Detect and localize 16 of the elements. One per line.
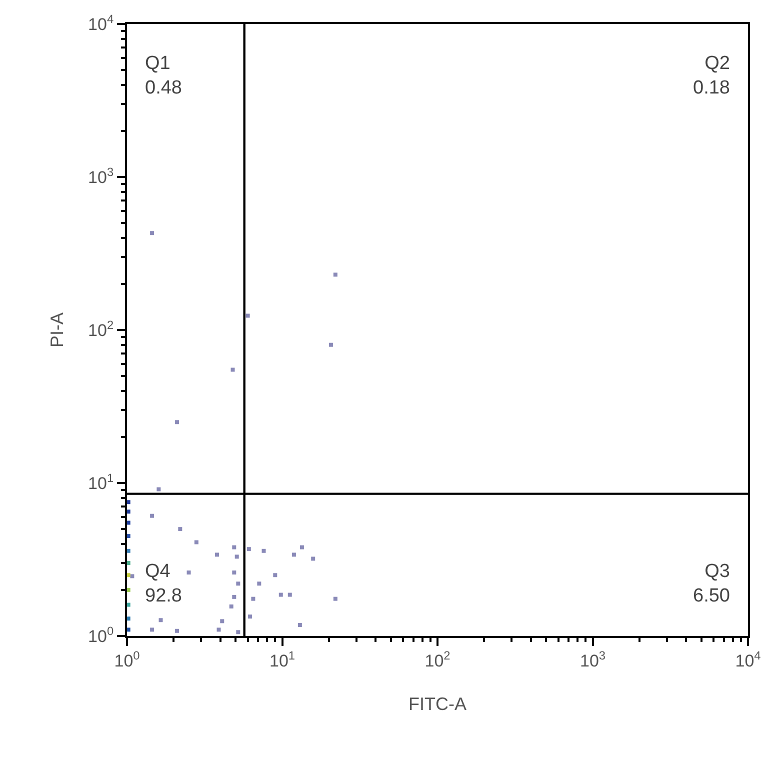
annotation: Q4 92.8 — [145, 561, 182, 607]
annotation: Q3 6.50 — [693, 561, 730, 607]
annotation: Q2 0.18 — [693, 53, 730, 99]
y-tick-label: 10$^{2}$ — [88, 318, 114, 340]
x-tick-label: 10$^{0}$ — [114, 648, 140, 670]
x-tick-label: 10$^{1}$ — [269, 648, 296, 670]
y-tick-label: 10$^{4}$ — [88, 12, 114, 34]
y-tick-label: 10$^{0}$ — [88, 624, 114, 646]
y-tick-label: 10$^{1}$ — [88, 470, 114, 493]
x-tick-label: 10$^{4}$ — [735, 648, 762, 670]
y-tick-label: 10$^{3}$ — [88, 164, 114, 187]
annotation: Q1 0.48 — [145, 53, 182, 99]
x-tick-label: 10$^{2}$ — [424, 648, 451, 670]
x-axis-title: FITC-A — [408, 694, 466, 714]
y-axis-title: PI-A — [46, 312, 67, 348]
x-tick-label: 10$^{3}$ — [580, 648, 606, 670]
